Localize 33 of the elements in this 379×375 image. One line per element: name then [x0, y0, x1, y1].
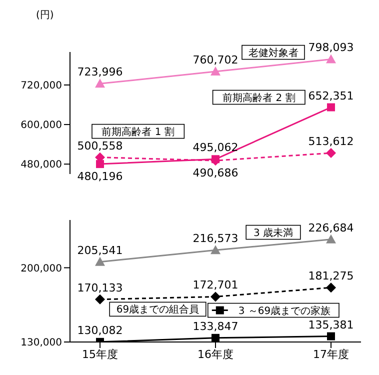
data-label: 181,275 — [308, 270, 354, 283]
legend-label: 3 ～69歳までの家族 — [238, 304, 331, 317]
data-label: 500,558 — [77, 139, 123, 152]
series-label: 前期高齢者 1 割 — [102, 126, 174, 138]
y-tick-label: 200,000 — [20, 263, 62, 274]
data-label: 130,082 — [77, 324, 123, 337]
data-label: 490,686 — [192, 166, 238, 180]
y-axis-title: (円) — [35, 9, 55, 22]
data-label: 652,351 — [308, 89, 354, 102]
y-tick-label: 720,000 — [20, 80, 62, 92]
y-tick-label: 130,000 — [20, 338, 62, 349]
series-label: 老健対象者 — [248, 46, 298, 59]
x-tick-label: 17年度 — [313, 348, 349, 361]
data-label: 216,573 — [192, 232, 238, 246]
data-label: 170,133 — [77, 281, 123, 294]
data-label: 226,684 — [308, 221, 354, 234]
series-label: 69歳までの組合員 — [116, 304, 200, 316]
data-label: 495,062 — [192, 141, 238, 154]
data-label: 133,847 — [192, 320, 238, 333]
data-label: 760,702 — [192, 54, 238, 67]
x-tick-label: 15年度 — [82, 348, 118, 361]
data-label: 723,996 — [77, 66, 123, 79]
series-label: 3 歳未満 — [253, 226, 294, 239]
y-tick-label: 600,000 — [20, 120, 62, 132]
data-label: 172,701 — [192, 278, 238, 292]
x-tick-label: 16年度 — [198, 348, 234, 361]
y-tick-label: 480,000 — [20, 160, 62, 171]
data-label: 798,093 — [308, 41, 354, 54]
data-label: 135,381 — [308, 318, 354, 332]
data-label: 513,612 — [308, 135, 354, 148]
data-label: 480,196 — [77, 170, 123, 184]
series-label: 前期高齢者 2 割 — [222, 92, 296, 104]
data-label: 205,541 — [77, 244, 123, 257]
